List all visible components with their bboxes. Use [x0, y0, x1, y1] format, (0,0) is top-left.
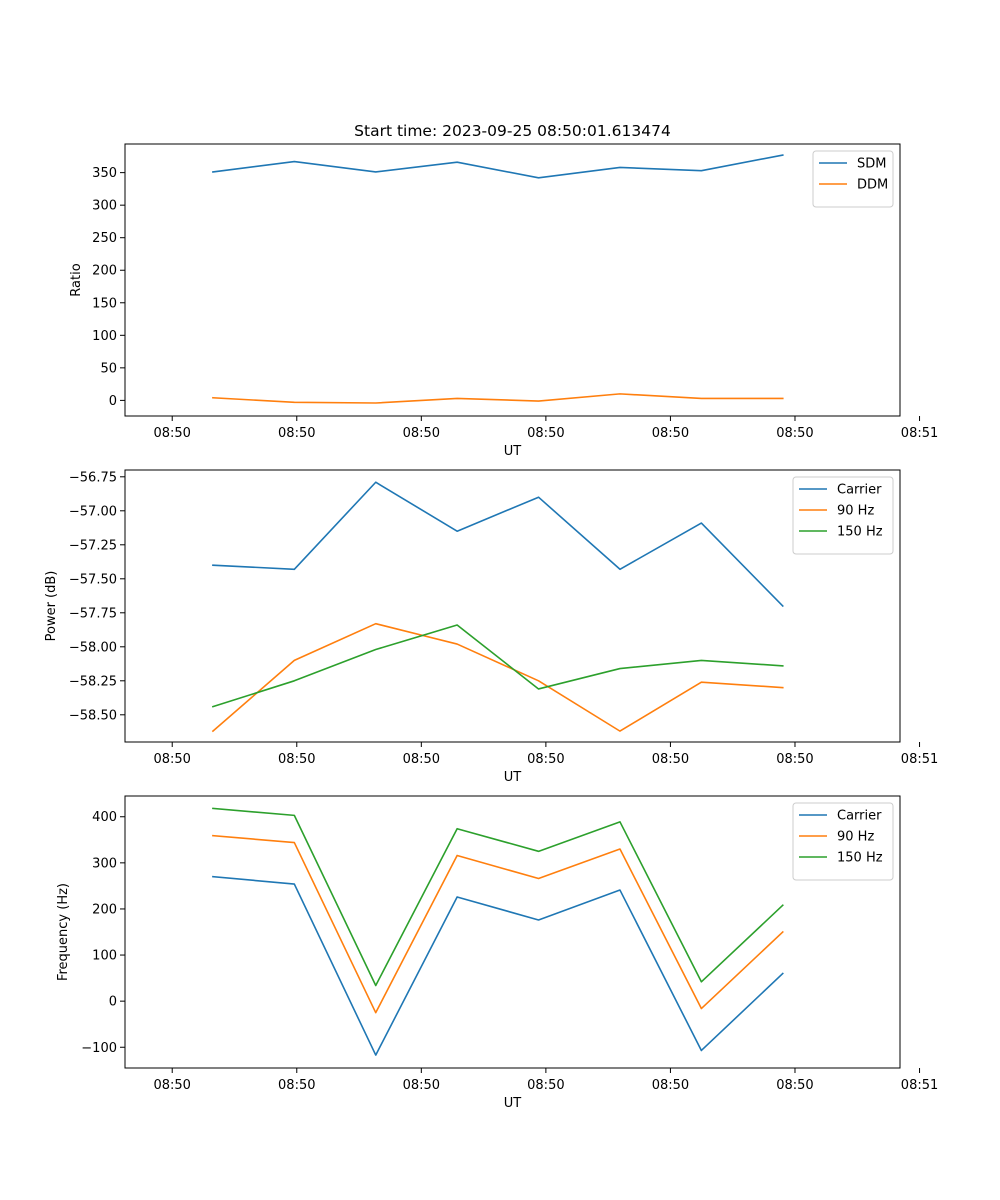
- ratio-series-sdm: [212, 154, 784, 179]
- power-x-axis-label: UT: [504, 770, 522, 785]
- ratio-y-tick-label: 50: [100, 361, 117, 376]
- power-y-tick-label: −57.00: [69, 504, 117, 519]
- ratio-y-tick-label: 300: [92, 199, 117, 214]
- frequency-x-tick-label: 08:50: [527, 1078, 564, 1093]
- ratio-x-tick-label: 08:50: [652, 426, 689, 441]
- ratio-x-tick-label: 08:50: [153, 426, 190, 441]
- frequency-y-tick-label: 0: [109, 995, 117, 1010]
- frequency-x-tick-label: 08:50: [652, 1078, 689, 1093]
- ratio-series-ddm: [212, 393, 784, 404]
- ratio-x-tick-label: 08:50: [403, 426, 440, 441]
- frequency-axes-frame: [124, 795, 901, 1069]
- frequency-x-tick-label: 08:51: [901, 1078, 938, 1093]
- power-x-tick-label: 08:50: [776, 752, 813, 767]
- frequency-x-tick-label: 08:50: [153, 1078, 190, 1093]
- ratio-x-tick-label: 08:50: [776, 426, 813, 441]
- frequency-x-axis-label: UT: [504, 1096, 522, 1111]
- power-series-90-hz: [211, 622, 784, 733]
- frequency-legend: [792, 802, 894, 881]
- power-x-tick-label: 08:50: [652, 752, 689, 767]
- frequency-y-axis-label: Frequency (Hz): [56, 883, 71, 981]
- power-y-tick-label: −58.25: [69, 674, 117, 689]
- power-legend-label: Carrier: [837, 483, 882, 498]
- ratio-y-tick-label: 0: [109, 394, 117, 409]
- ratio-y-tick-label: 100: [92, 329, 117, 344]
- frequency-series-carrier: [212, 875, 784, 1056]
- ratio-x-tick-label: 08:50: [527, 426, 564, 441]
- power-legend: [792, 476, 894, 555]
- frequency-y-tick-label: 300: [92, 856, 117, 871]
- frequency-y-tick-label: 100: [92, 949, 117, 964]
- power-y-tick-label: −56.75: [69, 470, 117, 485]
- ratio-x-tick-label: 08:51: [901, 426, 938, 441]
- frequency-panel: 08:50 08:50 08:50 08:50 08:50 08:50 08:51 −100 0…: [56, 795, 938, 1111]
- power-y-tick-label: −57.25: [69, 538, 117, 553]
- ratio-x-tick-label: 08:50: [278, 426, 315, 441]
- power-legend-label: 150 Hz: [837, 525, 883, 540]
- ratio-panel: 08:50 08:50 08:50 08:50 08:50 08:50 08:51 0 50 10…: [69, 143, 938, 459]
- frequency-x-tick-label: 08:50: [278, 1078, 315, 1093]
- frequency-y-tick-label: 200: [92, 902, 117, 917]
- ratio-y-tick-label: 150: [92, 296, 117, 311]
- power-series-carrier: [212, 481, 784, 608]
- ratio-y-tick-label: 200: [92, 264, 117, 279]
- ratio-y-axis-label: Ratio: [69, 263, 84, 296]
- frequency-legend-label: Carrier: [837, 809, 882, 824]
- power-y-tick-label: −57.50: [69, 572, 117, 587]
- power-y-tick-label: −57.75: [69, 606, 117, 621]
- frequency-y-tick-label: 400: [92, 810, 117, 825]
- power-y-tick-label: −58.00: [69, 640, 117, 655]
- ratio-legend-label: DDM: [857, 178, 888, 193]
- power-series-150-hz: [211, 624, 784, 708]
- frequency-series-150-hz: [212, 807, 784, 987]
- ratio-y-tick-label: 350: [92, 166, 117, 181]
- frequency-series-90-hz: [212, 834, 784, 1014]
- ratio-x-axis-label: UT: [504, 444, 522, 459]
- power-legend-label: 90 Hz: [837, 504, 874, 519]
- ratio-axes-frame: [124, 143, 901, 417]
- frequency-legend-label: 150 Hz: [837, 851, 883, 866]
- power-panel: 08:50 08:50 08:50 08:50 08:50 08:50 08:51 −58.5…: [44, 469, 938, 785]
- figure-title: Start time: 2023-09-25 08:50:01.613474: [354, 122, 671, 140]
- ratio-legend-label: SDM: [857, 157, 886, 172]
- frequency-legend-label: 90 Hz: [837, 830, 874, 845]
- power-x-tick-label: 08:50: [153, 752, 190, 767]
- ratio-y-tick-label: 250: [92, 231, 117, 246]
- frequency-x-tick-label: 08:50: [403, 1078, 440, 1093]
- ratio-legend: [812, 150, 894, 208]
- power-y-tick-label: −58.50: [69, 708, 117, 723]
- power-x-tick-label: 08:50: [403, 752, 440, 767]
- power-x-tick-label: 08:50: [278, 752, 315, 767]
- power-y-axis-label: Power (dB): [44, 571, 59, 642]
- frequency-x-tick-label: 08:50: [776, 1078, 813, 1093]
- frequency-y-tick-label: −100: [81, 1041, 117, 1056]
- power-x-tick-label: 08:50: [527, 752, 564, 767]
- power-axes-frame: [124, 469, 901, 743]
- power-x-tick-label: 08:51: [901, 752, 938, 767]
